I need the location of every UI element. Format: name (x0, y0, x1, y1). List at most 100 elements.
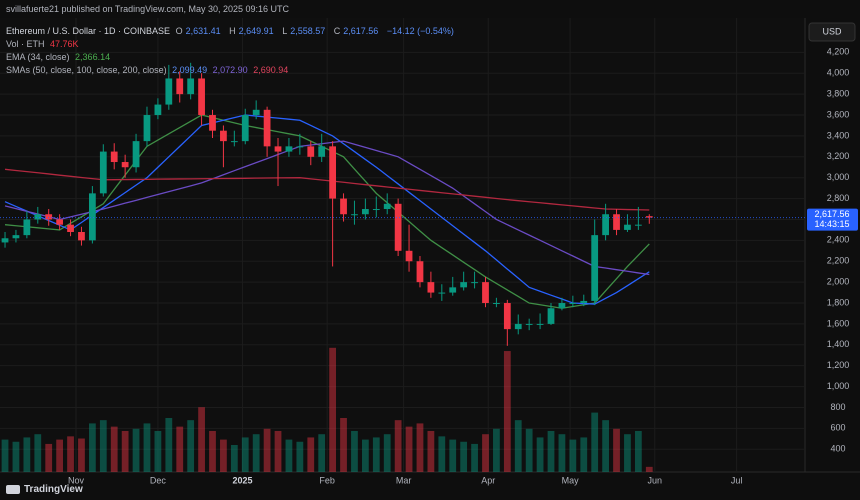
volume-bar (187, 420, 195, 472)
sma50-value: 2,099.49 (172, 65, 208, 75)
candle-body (394, 203, 402, 251)
volume-bar (613, 428, 620, 472)
candle-body (405, 250, 413, 262)
last-price-box (807, 208, 858, 231)
volume-bar (220, 439, 227, 472)
ohlc-value: 2,558.57 (290, 26, 326, 36)
candle-body (591, 235, 599, 301)
candle-body (1, 238, 9, 243)
volume-bar (569, 439, 577, 472)
ohlc-low: L 2,558.57 (282, 26, 328, 36)
volume-value: 47.76K (50, 39, 79, 49)
volume-bar (405, 426, 413, 472)
candle-body (56, 219, 64, 225)
x-tick-label: 2025 (233, 475, 253, 485)
x-tick-label: Jul (731, 475, 743, 485)
y-tick-label: 2,000 (827, 277, 850, 287)
candle-body (438, 292, 446, 294)
candle-body (252, 109, 260, 116)
sma-title: SMAs (50, close, 100, close, 200, close) (6, 65, 167, 75)
candle-body (351, 214, 358, 216)
candle-body (613, 214, 620, 230)
volume-bar (176, 426, 184, 472)
candle-body (449, 287, 457, 293)
y-tick-label: 3,000 (827, 172, 850, 182)
candle-body (296, 146, 304, 148)
volume-bar (558, 434, 566, 472)
y-tick-label: 2,800 (827, 193, 850, 203)
volume-bar (361, 439, 369, 472)
brand: TradingView (24, 484, 83, 495)
moving-average-line (4, 114, 650, 305)
countdown: 14:43:15 (814, 219, 849, 229)
y-tick-label: 3,600 (827, 109, 850, 119)
volume-bar (274, 430, 282, 472)
candle-body (110, 151, 118, 163)
volume-bar (438, 436, 446, 472)
volume-bar (230, 445, 238, 472)
volume-bar (449, 439, 457, 472)
candle-body (274, 146, 282, 152)
volume-bar (591, 412, 599, 472)
x-tick-label: Nov (68, 475, 85, 485)
volume-bar (514, 420, 522, 472)
volume-bar (252, 434, 260, 472)
plot-area (0, 18, 805, 472)
candle-body (318, 146, 326, 157)
volume-bar (88, 423, 96, 472)
ohlc-high: H 2,649.91 (229, 26, 277, 36)
y-tick-label: 1,800 (827, 297, 850, 307)
candle-body (241, 115, 249, 142)
ohlc-prefix: O (175, 26, 183, 36)
candle-body (12, 235, 20, 239)
x-tick-label: Jun (647, 475, 662, 485)
y-tick-label: 800 (830, 402, 845, 412)
volume-bar (110, 426, 118, 472)
volume-bar (209, 430, 216, 472)
candle-body (536, 323, 544, 325)
candle-body (23, 219, 31, 236)
x-tick-label: Dec (150, 475, 167, 485)
ohlc-prefix: C (333, 26, 341, 36)
symbol: Ethereum / U.S. Dollar · 1D · COINBASE (6, 26, 171, 36)
volume-bar (45, 443, 53, 472)
ohlc-value: 2,631.41 (185, 26, 221, 36)
volume-bar (241, 437, 249, 472)
candle-body (471, 282, 478, 284)
last-price-label: 2,617.56 (814, 209, 849, 219)
candle-body (569, 303, 577, 305)
y-tick-label: 1,200 (827, 360, 850, 370)
volume-bar (416, 423, 424, 472)
y-tick-label: 2,400 (827, 235, 850, 245)
currency: USD (822, 26, 842, 36)
candle-body (45, 214, 53, 220)
volume-bar (307, 437, 315, 472)
sma200-value: 2,690.94 (253, 65, 289, 75)
candle-body (645, 216, 653, 218)
candle-body (547, 308, 555, 324)
y-tick-label: 600 (830, 423, 845, 433)
moving-average-line (4, 140, 650, 276)
candle-body (383, 203, 391, 210)
y-tick-label: 1,000 (827, 381, 850, 391)
candle-body (67, 224, 74, 232)
ohlc-value: 2,617.56 (343, 26, 379, 36)
y-tick-label: 3,200 (827, 151, 850, 161)
candle-body (634, 224, 642, 226)
candle-body (121, 162, 129, 168)
volume-bar (525, 428, 533, 472)
ema-title: EMA (34, close) (6, 52, 70, 62)
sma100-value: 2,072.90 (212, 65, 248, 75)
volume-bar (12, 441, 20, 472)
candle-body (482, 282, 489, 304)
volume-bar (536, 437, 544, 472)
volume-title: Vol · ETH (6, 39, 45, 49)
currency-box[interactable] (808, 22, 856, 42)
candle-body (624, 224, 631, 230)
ohlc-open: O 2,631.41 (176, 26, 224, 36)
x-tick-label: May (562, 475, 580, 485)
x-tick-label: Feb (319, 475, 335, 485)
candle-body (361, 209, 369, 215)
ema-value: 2,366.14 (75, 52, 111, 62)
